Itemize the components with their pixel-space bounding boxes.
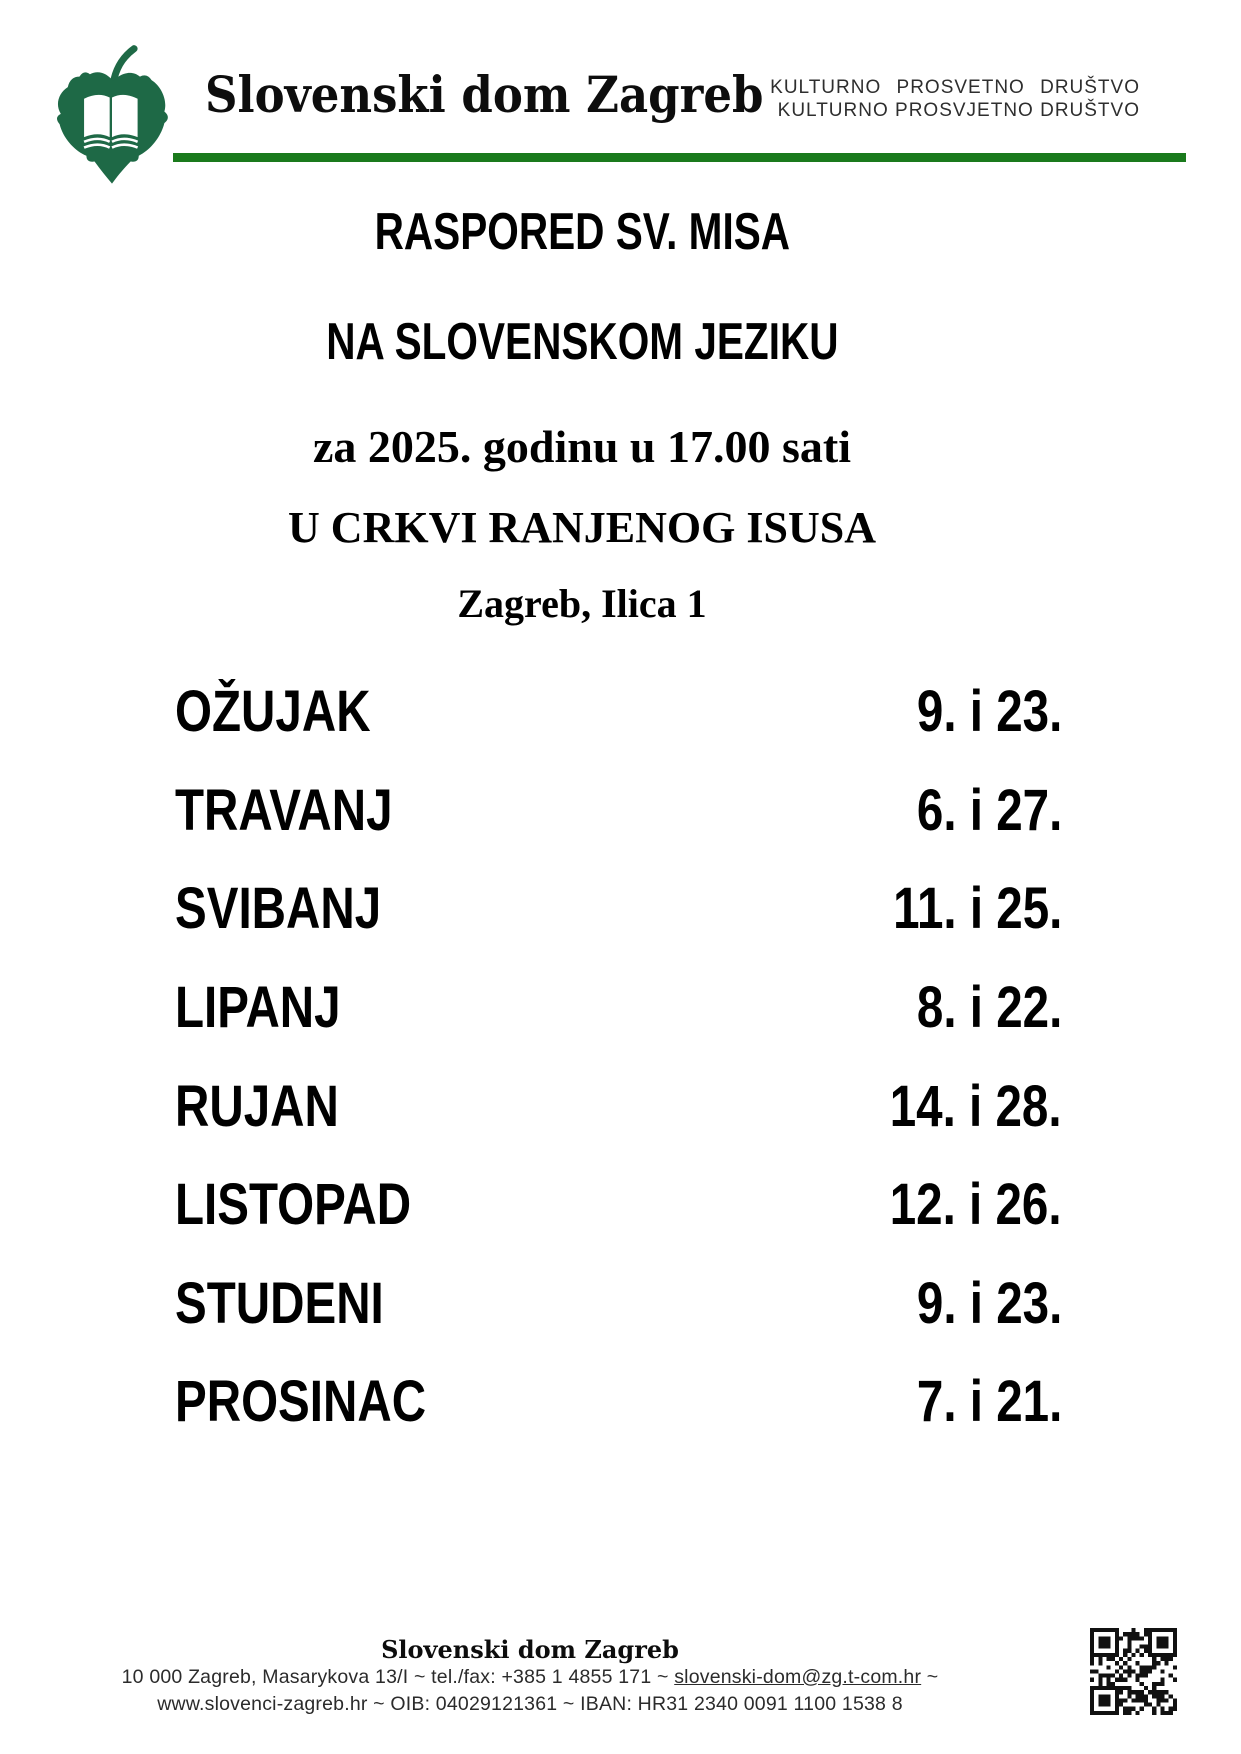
schedule-row: LISTOPAD 12. i 26.: [175, 1156, 1062, 1255]
subtitle-year-time: za 2025. godinu u 17.00 sati: [312, 421, 852, 472]
header-org-title: Slovenski dom Zagreb: [205, 65, 764, 124]
month-label: TRAVANJ: [175, 777, 393, 843]
schedule-row: OŽUJAK 9. i 23.: [175, 663, 1062, 762]
schedule-row: LIPANJ 8. i 22.: [175, 959, 1062, 1058]
dates-value: 14. i 28.: [890, 1073, 1062, 1139]
schedule-row: STUDENI 9. i 23.: [175, 1255, 1062, 1354]
dates-value: 11. i 25.: [892, 876, 1062, 942]
society-line-slovenian: KULTURNO PROSVETNO DRUŠTVO: [770, 77, 1140, 98]
month-label: LISTOPAD: [175, 1172, 412, 1238]
linden-leaf-open-book-logo: [48, 44, 176, 186]
month-label: RUJAN: [175, 1073, 339, 1139]
month-label: PROSINAC: [175, 1369, 427, 1435]
green-divider-rule: [173, 153, 1186, 162]
main-title-line2: NA SLOVENSKOM JEZIKU: [325, 313, 839, 371]
footer-org-title: Slovenski dom Zagreb: [381, 1635, 679, 1664]
subtitle-church: U CRKVI RANJENOG ISUSA: [288, 503, 876, 552]
dates-value: 9. i 23.: [916, 1270, 1062, 1336]
email-link[interactable]: slovenski-dom@zg.t-com.hr: [674, 1666, 922, 1688]
qr-code: [1090, 1628, 1177, 1715]
month-label: LIPANJ: [175, 975, 341, 1041]
dates-value: 7. i 21.: [916, 1369, 1062, 1435]
month-label: OŽUJAK: [175, 679, 371, 745]
society-line-croatian: KULTURNO PROSVJETNO DRUŠTVO: [777, 100, 1140, 121]
month-label: STUDENI: [175, 1270, 384, 1336]
dates-value: 12. i 26.: [890, 1172, 1062, 1238]
footer-address-line: 10 000 Zagreb, Masarykova 13/I ~ tel./fa…: [121, 1666, 939, 1688]
society-subtitle: KULTURNO PROSVETNO DRUŠTVO KULTURNO PROS…: [770, 76, 1140, 122]
main-title-line1: RASPORED SV. MISA: [374, 203, 790, 261]
open-book-glyph: [83, 94, 139, 149]
dates-value: 6. i 27.: [916, 777, 1062, 843]
leaf-stem: [109, 45, 138, 88]
mass-schedule-list: OŽUJAK 9. i 23. TRAVANJ 6. i 27. SVIBANJ…: [175, 663, 1062, 1452]
dates-value: 9. i 23.: [916, 679, 1062, 745]
footer-info-line: www.slovenci-zagreb.hr ~ OIB: 0402912136…: [157, 1693, 903, 1715]
schedule-row: TRAVANJ 6. i 27.: [175, 762, 1062, 861]
schedule-row: PROSINAC 7. i 21.: [175, 1353, 1062, 1452]
dates-value: 8. i 22.: [916, 975, 1062, 1041]
schedule-row: RUJAN 14. i 28.: [175, 1057, 1062, 1156]
subtitle-address: Zagreb, Ilica 1: [457, 581, 707, 626]
schedule-row: SVIBANJ 11. i 25.: [175, 860, 1062, 959]
month-label: SVIBANJ: [175, 876, 382, 942]
